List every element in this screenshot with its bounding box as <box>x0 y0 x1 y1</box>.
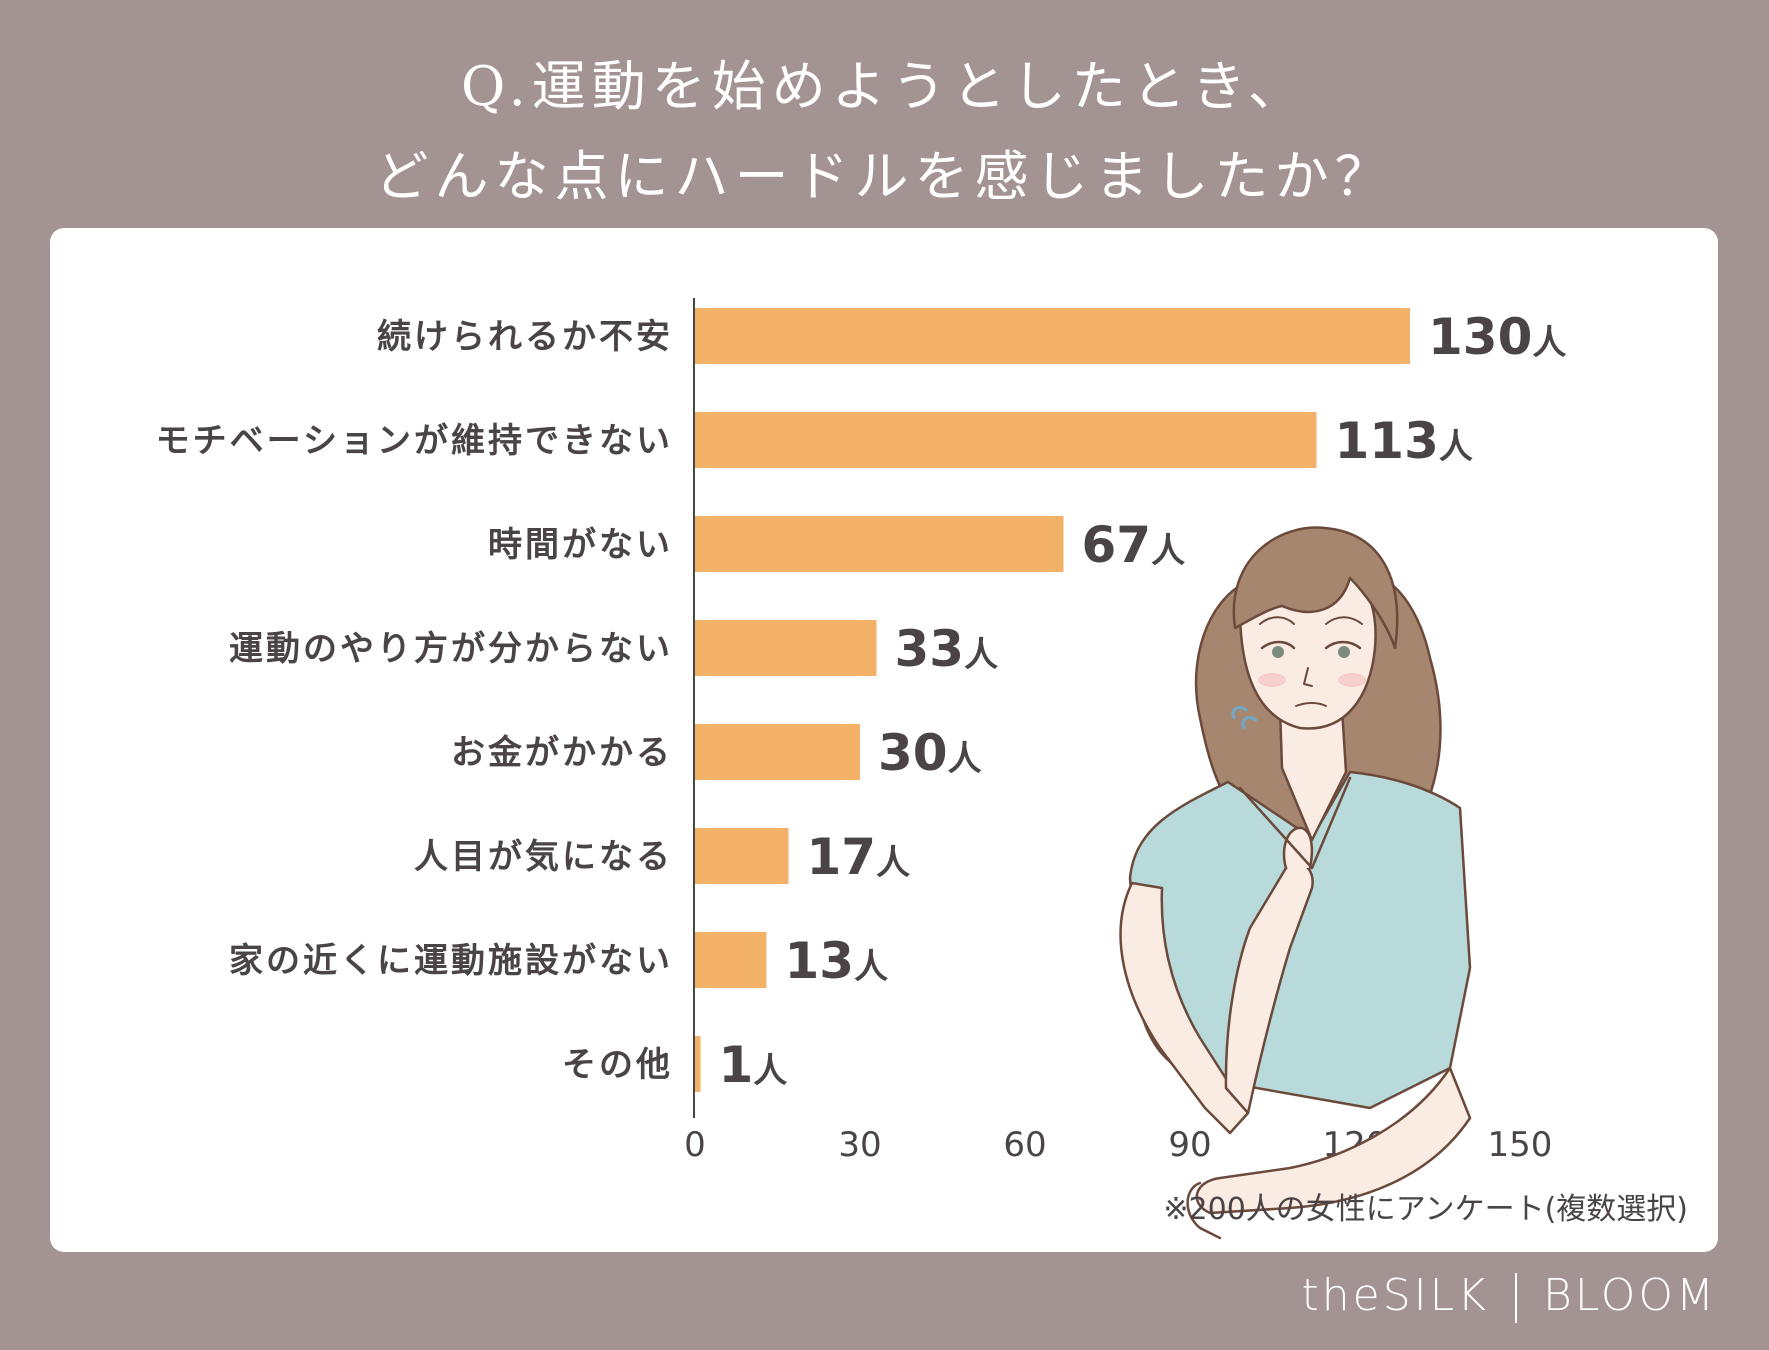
category-label: 時間がない <box>488 525 673 565</box>
value-label: 130人 <box>1428 308 1566 366</box>
category-label: 運動のやり方が分からない <box>229 629 673 669</box>
value-label: 1人 <box>719 1036 788 1094</box>
title-line-1: Q.運動を始めようとしたとき、 <box>461 55 1308 118</box>
x-tick-label: 90 <box>1168 1125 1211 1165</box>
worried-woman-icon <box>1119 526 1472 1240</box>
bar <box>695 828 789 884</box>
bar <box>695 516 1064 572</box>
category-label: 人目が気になる <box>414 837 673 877</box>
logo-left: theSILK <box>1301 1270 1490 1321</box>
logo-right: BLOOM <box>1543 1270 1717 1321</box>
category-label: 続けられるか不安 <box>377 317 673 357</box>
chart-card: 続けられるか不安 130人モチベーションが維持できない 113人時間がない 67人運動… <box>50 228 1718 1252</box>
x-tick-label: 0 <box>684 1125 706 1165</box>
bar <box>695 308 1410 364</box>
logo-divider <box>1515 1273 1518 1323</box>
value-label: 13人 <box>785 932 889 990</box>
x-tick-label: 30 <box>838 1125 881 1165</box>
bar <box>695 932 767 988</box>
footnote: ※200人の女性にアンケート(複数選択) <box>1163 1192 1688 1227</box>
bar <box>695 724 860 780</box>
value-label: 33人 <box>895 620 999 678</box>
x-tick-label: 60 <box>1003 1125 1046 1165</box>
x-tick-label: 150 <box>1488 1125 1553 1165</box>
bar <box>695 620 877 676</box>
bars-layer <box>695 308 1410 1092</box>
category-label: お金がかかる <box>451 733 673 773</box>
category-label: その他 <box>562 1045 673 1085</box>
value-label: 113人 <box>1335 412 1473 470</box>
value-label: 30人 <box>878 724 982 782</box>
category-label: 家の近くに運動施設がない <box>229 941 673 981</box>
value-label: 67人 <box>1082 516 1186 574</box>
category-label: モチベーションが維持できない <box>156 421 673 461</box>
bar <box>695 412 1317 468</box>
value-label: 17人 <box>807 828 911 886</box>
brand-logo: theSILK BLOOM <box>1302 1270 1717 1323</box>
bar <box>695 1036 701 1092</box>
chart-title: Q.運動を始めようとしたとき、 どんな点にハードルを感じましたか？ <box>0 42 1769 222</box>
title-line-2: どんな点にハードルを感じましたか？ <box>374 145 1395 208</box>
